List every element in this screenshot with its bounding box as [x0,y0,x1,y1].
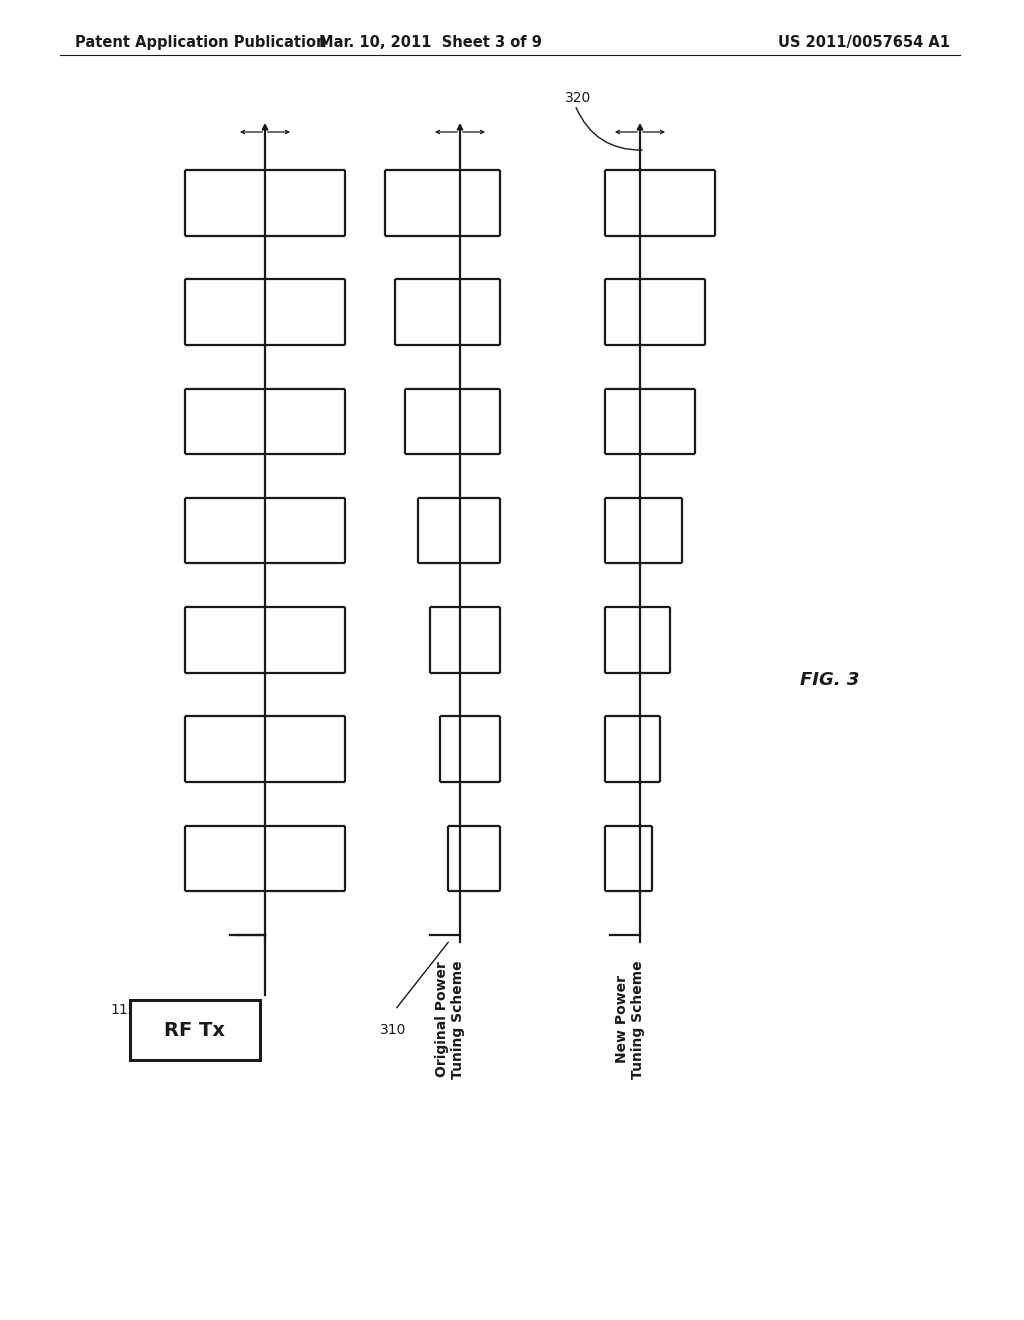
Bar [130,1001,260,1060]
Text: 310: 310 [380,1023,407,1038]
Text: FIG. 3: FIG. 3 [801,671,860,689]
Text: 320: 320 [565,91,591,106]
Text: RF Tx: RF Tx [165,1020,225,1040]
Text: Original Power
Tuning Scheme: Original Power Tuning Scheme [435,960,465,1078]
Text: Patent Application Publication: Patent Application Publication [75,36,327,50]
Text: New Power
Tuning Scheme: New Power Tuning Scheme [614,960,645,1078]
Text: Mar. 10, 2011  Sheet 3 of 9: Mar. 10, 2011 Sheet 3 of 9 [318,36,542,50]
Text: 112: 112 [110,1003,136,1016]
Text: US 2011/0057654 A1: US 2011/0057654 A1 [778,36,950,50]
